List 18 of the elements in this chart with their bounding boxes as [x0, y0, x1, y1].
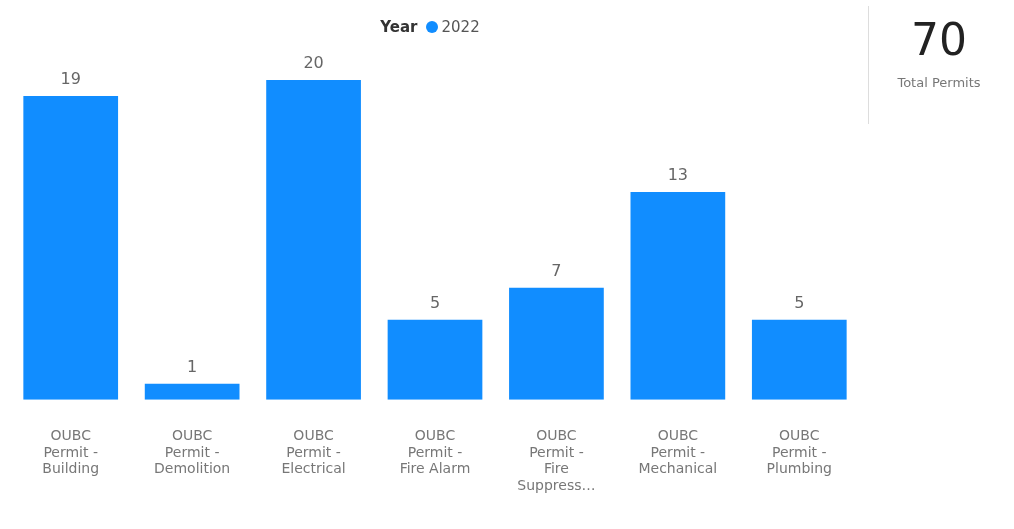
text: 70 — [910, 14, 968, 65]
data-label: 19 — [60, 69, 81, 89]
x-tick-label: OUBC Permit - Electrical — [281, 426, 346, 477]
data-label: 1 — [187, 356, 198, 376]
legend-title: Year — [380, 18, 418, 36]
data-label: 5 — [429, 293, 441, 313]
legend-label: 2022 — [441, 18, 480, 36]
x-tick-label: OUBC Permit - Fire Suppress… — [517, 426, 596, 494]
x-tick-label: OUBC Permit - Plumbing — [766, 426, 832, 477]
x-tick-label: OUBC Permit - Mechanical — [638, 426, 718, 477]
data-label: 13 — [667, 165, 689, 185]
x-tick-label: OUBC Permit - Fire Alarm — [399, 426, 471, 477]
x-tick-label: OUBC Permit - Building — [42, 426, 100, 477]
text: Total Permits — [896, 75, 982, 90]
x-tick-label: OUBC Permit - Demolition — [154, 426, 231, 477]
data-label: 7 — [551, 261, 562, 281]
data-label: 5 — [794, 293, 805, 313]
data-label: 20 — [303, 53, 324, 73]
